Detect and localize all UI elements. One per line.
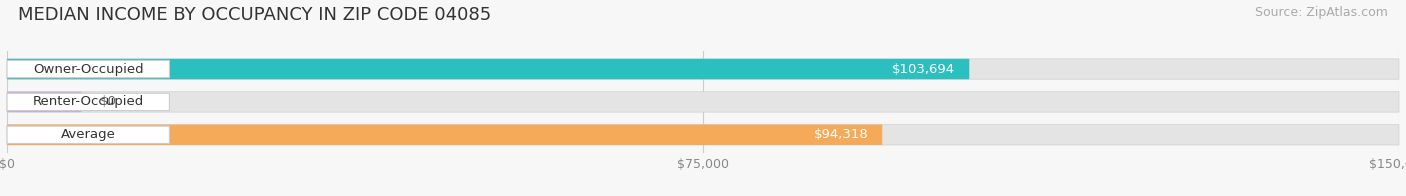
Text: $94,318: $94,318	[814, 128, 869, 141]
FancyBboxPatch shape	[7, 92, 82, 112]
Text: Owner-Occupied: Owner-Occupied	[32, 63, 143, 75]
FancyBboxPatch shape	[7, 125, 882, 145]
FancyBboxPatch shape	[7, 93, 170, 111]
FancyBboxPatch shape	[7, 92, 1399, 112]
Text: MEDIAN INCOME BY OCCUPANCY IN ZIP CODE 04085: MEDIAN INCOME BY OCCUPANCY IN ZIP CODE 0…	[18, 6, 492, 24]
FancyBboxPatch shape	[7, 60, 170, 78]
FancyBboxPatch shape	[7, 59, 969, 79]
Text: Average: Average	[60, 128, 115, 141]
Text: Source: ZipAtlas.com: Source: ZipAtlas.com	[1254, 6, 1388, 19]
FancyBboxPatch shape	[7, 125, 1399, 145]
Text: $103,694: $103,694	[893, 63, 955, 75]
Text: Renter-Occupied: Renter-Occupied	[32, 95, 143, 108]
FancyBboxPatch shape	[7, 59, 1399, 79]
Text: $0: $0	[100, 95, 117, 108]
FancyBboxPatch shape	[7, 126, 170, 143]
